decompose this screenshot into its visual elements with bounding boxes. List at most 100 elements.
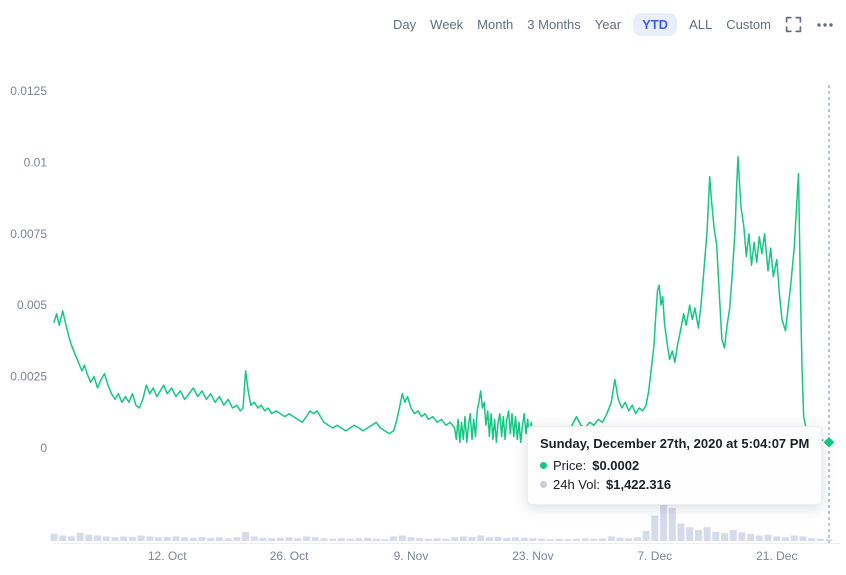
y-tick-label: 0.0125 [10,84,47,98]
y-tick-label: 0.005 [17,298,47,312]
y-tick-label: 0.01 [24,155,48,169]
x-tick-label: 26. Oct [270,549,309,563]
x-tick-label: 7. Dec [637,549,672,563]
volume-bar [181,537,189,541]
volume-bar [494,536,502,541]
tooltip-row-1: 24h Vol: $1,422.316 [540,475,809,494]
volume-bar [355,538,363,541]
series-dot-icon [540,481,547,488]
volume-bar [155,537,162,541]
volume-bar [320,538,328,541]
volume-bar [825,539,833,541]
volume-bar [416,538,424,541]
volume-bar [808,538,816,541]
tooltip-rows: Price: $0.0002 24h Vol: $1,422.316 [540,456,809,494]
tooltip-label: Price: [553,458,587,473]
volume-bar [85,534,93,541]
volume-bar [285,537,293,541]
volume-bar [442,538,450,541]
volume-bar [268,538,276,541]
volume-bar [721,533,728,541]
volume-bar [59,535,67,541]
volume-bar [729,530,737,541]
volume-bar [372,538,380,541]
volume-bar [189,537,197,541]
volume-bar [607,536,615,541]
volume-bar [163,536,171,541]
volume-bar [529,538,537,541]
volume-bar [468,536,476,541]
volume-bar [433,538,441,541]
range-button-month[interactable]: Month [475,14,515,35]
volume-bar [590,538,598,541]
range-button-3-months[interactable]: 3 Months [525,14,582,35]
volume-bar [329,538,337,541]
volume-bar [407,537,415,541]
volume-bar [207,537,215,541]
y-tick-label: 0.0025 [10,370,47,384]
volume-bar [642,530,650,541]
volume-bar [520,537,528,541]
series-dot-icon [540,462,547,469]
volume-bar [555,538,563,541]
volume-bar [782,537,789,541]
range-button-day[interactable]: Day [391,14,418,35]
volume-bar [381,539,389,541]
volume-bar [625,538,633,541]
chart-tooltip: Sunday, December 27th, 2020 at 5:04:07 P… [527,426,823,505]
volume-bar [50,533,58,541]
volume-bar [764,534,772,541]
ellipsis-icon [817,22,833,27]
volume-bar [67,536,75,541]
volume-bar [546,539,554,541]
x-tick-label: 12. Oct [148,549,187,563]
volume-bar [294,538,302,541]
range-button-custom[interactable]: Custom [724,14,773,35]
y-tick-label: 0 [40,441,47,455]
volume-bar [799,536,807,541]
tooltip-value: $0.0002 [592,458,640,473]
range-button-all[interactable]: ALL [687,14,714,35]
volume-bar [477,535,485,541]
more-options-button[interactable] [814,15,836,35]
x-axis-labels: 12. Oct 26. Oct 9. Nov 23. Nov 7. Dec 21. Dec [148,549,798,563]
volume-bar [198,536,206,541]
volume-bar [364,537,371,541]
y-axis-labels: 0 0.0025 0.005 0.0075 0.01 0.0125 [10,84,47,455]
volume-bar [128,536,136,541]
volume-bar [259,537,267,541]
fullscreen-icon [785,16,802,33]
volume-bar [703,527,711,541]
volume-bar [250,536,258,541]
x-tick-label: 9. Nov [394,549,429,563]
volume-bar [686,527,694,541]
volume-bar [633,537,641,541]
volume-bar [337,538,345,541]
volume-bar [111,537,119,541]
fullscreen-button[interactable] [783,14,804,35]
volume-bar [747,534,755,541]
x-tick-label: 23. Nov [512,549,553,563]
tooltip-value: $1,422.316 [606,477,672,492]
volume-bar [651,515,659,541]
tooltip-row-0: Price: $0.0002 [540,456,809,475]
volume-bar [94,535,101,541]
volume-bar [668,507,676,541]
volume-bar [773,536,781,541]
volume-bar [694,530,702,541]
time-range-toolbar: Day Week Month 3 Months Year YTD ALL Custom [391,13,836,36]
range-button-week[interactable]: Week [428,14,465,35]
volume-bar [102,536,110,541]
volume-bar [538,538,546,541]
volume-bar [712,531,720,541]
volume-bar [599,538,607,541]
range-button-ytd[interactable]: YTD [633,13,678,36]
volume-bar [224,538,232,541]
x-tick-label: 21. Dec [756,549,797,563]
volume-bar [790,535,798,541]
range-button-year[interactable]: Year [593,14,623,35]
tooltip-date: Sunday, December 27th, 2020 at 5:04:07 P… [540,436,810,451]
volume-bar [303,536,310,541]
